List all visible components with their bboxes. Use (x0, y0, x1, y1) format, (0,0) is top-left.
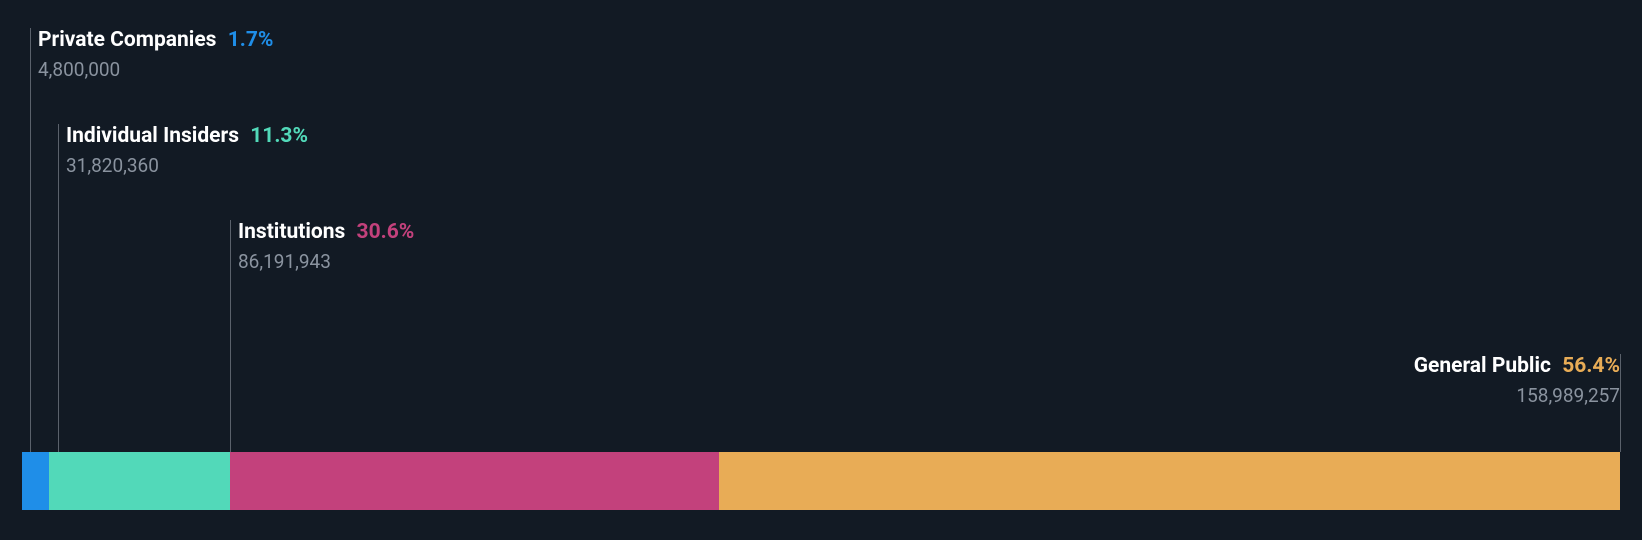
segment-name: General Public (1414, 354, 1551, 378)
segment-value: 86,191,943 (238, 250, 414, 273)
connector-individual-insiders (58, 124, 59, 452)
segment-percent: 1.7% (228, 28, 274, 52)
segment-value: 31,820,360 (66, 154, 308, 177)
connector-general-public (1620, 354, 1621, 452)
bar-segment-general-public (719, 452, 1620, 510)
label-institutions: Institutions 30.6% 86,191,943 (238, 220, 414, 273)
bar-segment-institutions (230, 452, 719, 510)
segment-name: Individual Insiders (66, 124, 239, 148)
segment-value: 158,989,257 (1414, 384, 1620, 407)
segment-value: 4,800,000 (38, 58, 273, 81)
label-individual-insiders: Individual Insiders 11.3% 31,820,360 (66, 124, 308, 177)
segment-percent: 30.6% (357, 220, 415, 244)
connector-private-companies (30, 28, 31, 452)
segment-percent: 11.3% (250, 124, 308, 148)
connector-institutions (230, 220, 231, 452)
segment-name: Institutions (238, 220, 345, 244)
label-private-companies: Private Companies 1.7% 4,800,000 (38, 28, 273, 81)
segment-name: Private Companies (38, 28, 216, 52)
ownership-breakdown-chart: Private Companies 1.7% 4,800,000 Individ… (0, 0, 1642, 540)
bar-segment-private-companies (22, 452, 49, 510)
stacked-bar (22, 452, 1620, 510)
segment-percent: 56.4% (1562, 354, 1620, 378)
label-general-public: General Public 56.4% 158,989,257 (1414, 354, 1620, 407)
bar-segment-individual-insiders (49, 452, 230, 510)
